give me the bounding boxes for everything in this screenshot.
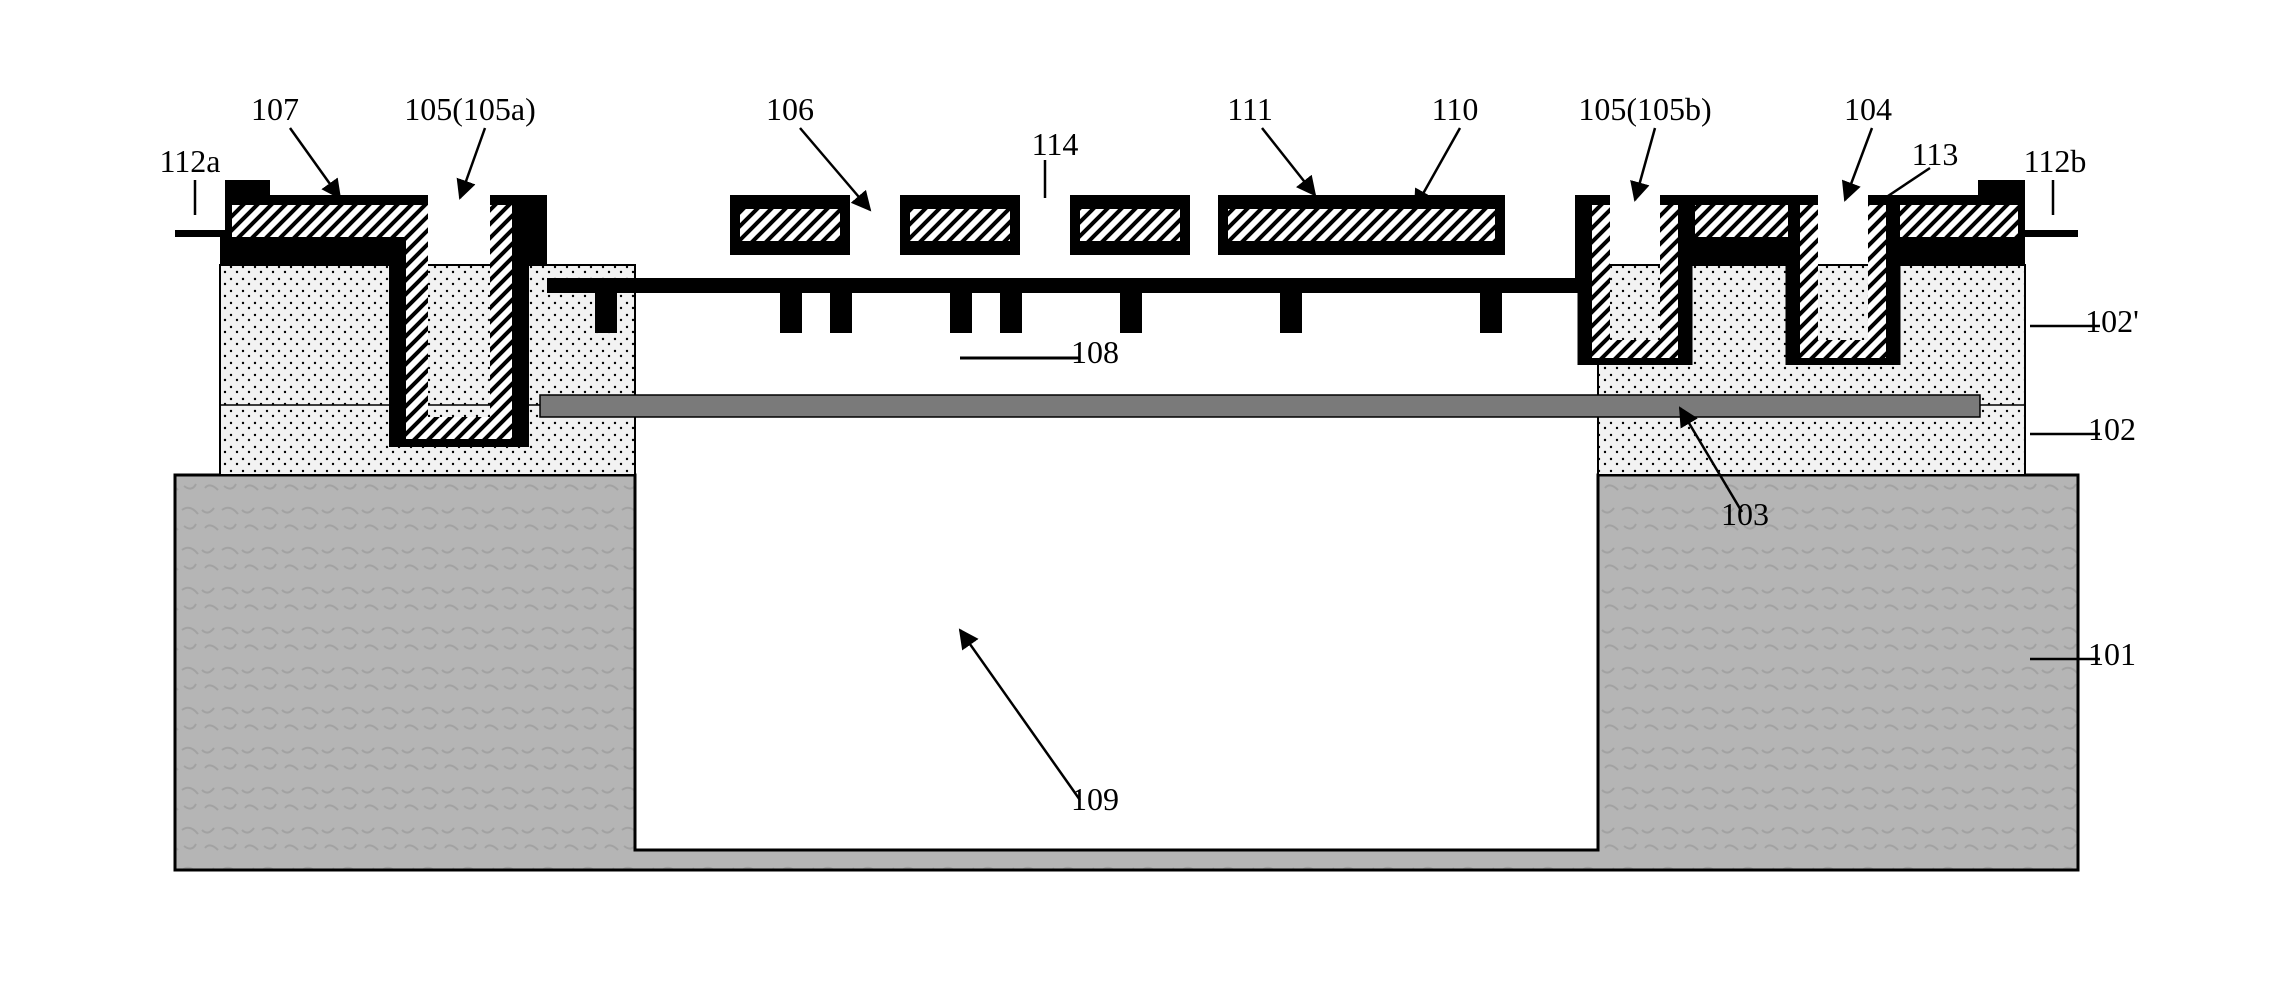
backplate-pad-hatch: [740, 209, 840, 241]
: [1868, 205, 1886, 340]
hatch-trench-105a-b: [406, 417, 512, 439]
label-103: 103: [1721, 496, 1769, 532]
tooth: [950, 293, 972, 333]
tooth: [1480, 293, 1502, 333]
cross-section-diagram: 107 105(105a) 106 114 111 110 105(105b) 104 112a…: [0, 0, 2281, 1000]
: [1660, 205, 1678, 340]
hatch-112a-left: [232, 205, 390, 237]
label-112a: 112a: [159, 143, 220, 179]
: [1800, 340, 1886, 358]
tooth: [1280, 293, 1302, 333]
membrane-103: [540, 395, 1980, 417]
substrate-101: [175, 475, 2078, 870]
leader-107: [290, 128, 340, 198]
tooth: [1000, 293, 1022, 333]
label-112b: 112b: [2024, 143, 2087, 179]
tooth: [1120, 293, 1142, 333]
hatch-113: [1695, 205, 1788, 237]
pad-gap: [1190, 195, 1218, 260]
label-102p: 102': [2085, 303, 2139, 339]
leader-111: [1262, 128, 1315, 195]
pad-gap: [1020, 195, 1070, 260]
label-107: 107: [251, 91, 299, 127]
: [1592, 205, 1610, 340]
tooth: [595, 293, 617, 333]
hatch-112b: [1900, 205, 2018, 237]
label-106: 106: [766, 91, 814, 127]
label-102: 102: [2088, 411, 2136, 447]
: [1800, 205, 1818, 340]
hatch-trench-105a-r: [490, 205, 512, 417]
label-114: 114: [1032, 126, 1079, 162]
pad-110-hatch: [1228, 209, 1495, 241]
label-104: 104: [1844, 91, 1892, 127]
label-108: 108: [1071, 334, 1119, 370]
label-105_105a: 105(105a): [404, 91, 536, 127]
backplate-pad-hatch: [1080, 209, 1180, 241]
tooth: [780, 293, 802, 333]
label-110: 110: [1432, 91, 1479, 127]
tooth: [830, 293, 852, 333]
label-111: 111: [1227, 91, 1273, 127]
backplate-pad-hatch: [910, 209, 1010, 241]
: [1592, 340, 1678, 358]
label-101: 101: [2088, 636, 2136, 672]
pad-gap: [850, 195, 900, 260]
label-105_105b: 105(105b): [1578, 91, 1711, 127]
pad-gap: [1505, 195, 1570, 260]
leader-104: [1845, 128, 1872, 200]
hatch-left-extend: [390, 205, 428, 237]
leader-105_105b: [1635, 128, 1655, 200]
leader-109: [960, 630, 1080, 800]
pad-gap: [662, 195, 730, 260]
leader-105_105a: [460, 128, 485, 198]
label-113: 113: [1912, 136, 1959, 172]
